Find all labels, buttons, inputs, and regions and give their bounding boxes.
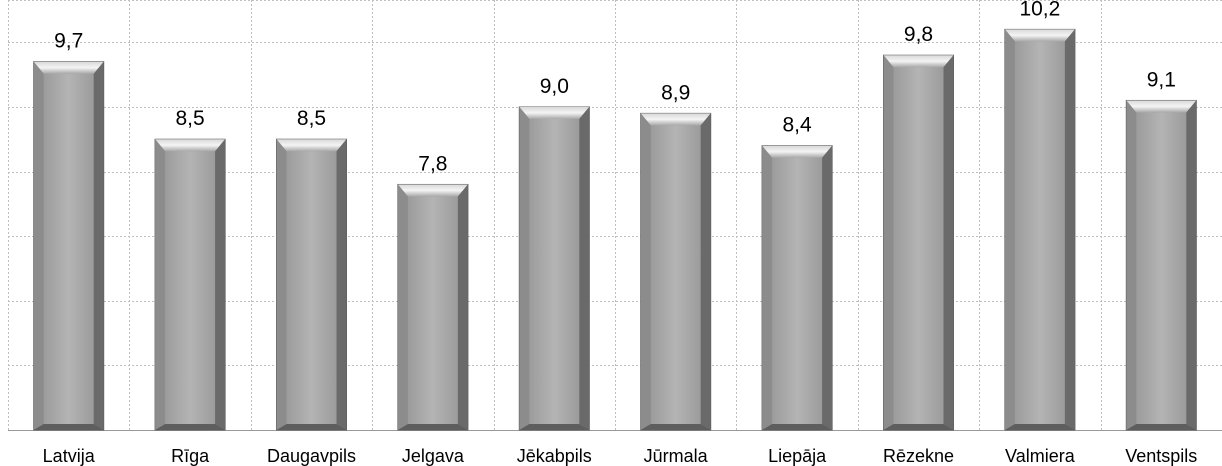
bar: [276, 138, 347, 431]
bar-body: [883, 54, 954, 431]
bar-body: [761, 145, 833, 431]
bar: [33, 61, 105, 431]
bar: [1125, 99, 1197, 431]
bar-bevel-left: [397, 184, 408, 430]
bar-bevel-right: [93, 61, 104, 430]
category-labels: Latvija Rīga Daugavpils Jelgava Jēkabpils Jūr…: [43, 446, 1198, 466]
bar-body: [33, 61, 105, 431]
bar-bevel-left: [1004, 29, 1015, 431]
bar-bevel-bottom: [762, 424, 833, 430]
value-label: 10,2: [1019, 0, 1060, 20]
bar: [883, 54, 954, 431]
category-label: Liepāja: [768, 446, 827, 466]
bar-body: [518, 106, 590, 431]
bar-body: [397, 183, 469, 431]
bar-body: [1125, 99, 1197, 431]
bar-bevel-right: [579, 106, 590, 430]
bar-body: [276, 138, 347, 431]
value-label: 9,8: [904, 23, 933, 46]
category-label: Daugavpils: [267, 446, 356, 466]
bar-bevel-right: [822, 145, 833, 430]
value-label: 7,8: [418, 152, 447, 175]
bar-bevel-top: [519, 106, 590, 119]
value-label: 8,5: [297, 107, 326, 130]
bar-bevel-left: [33, 61, 44, 430]
bar-bevel-right: [457, 184, 468, 430]
bar-bevel-left: [883, 55, 894, 430]
value-label: 9,1: [1147, 68, 1176, 91]
value-label: 8,5: [175, 107, 204, 130]
bar: [640, 112, 712, 431]
bar-body: [640, 112, 712, 431]
bar-bevel-top: [397, 184, 468, 197]
bar-bevel-top: [1004, 29, 1075, 42]
bar-bevel-top: [33, 61, 104, 74]
bar-bevel-bottom: [276, 424, 347, 430]
bar: [154, 138, 226, 431]
bar-bevel-right: [943, 55, 954, 430]
bar-bevel-top: [155, 139, 226, 152]
bar-bevel-left: [276, 139, 287, 430]
bar-bevel-top: [883, 55, 954, 68]
bars: [33, 28, 1197, 431]
bar-bevel-left: [1126, 100, 1137, 430]
bar-bevel-bottom: [33, 424, 104, 430]
bar-bevel-left: [155, 139, 166, 430]
category-label: Jelgava: [402, 446, 465, 466]
bar-bevel-right: [700, 113, 711, 430]
category-label: Jēkabpils: [517, 446, 592, 466]
bar-bevel-bottom: [1004, 424, 1075, 430]
value-label: 9,7: [54, 30, 83, 53]
bar-bevel-left: [640, 113, 651, 430]
category-label: Ventspils: [1125, 446, 1197, 466]
bar-bevel-bottom: [1126, 424, 1197, 430]
bar: [518, 106, 590, 431]
bar-bevel-top: [1126, 100, 1197, 113]
category-label: Rīga: [171, 446, 210, 466]
bar-bevel-right: [336, 139, 347, 430]
category-label: Valmiera: [1005, 446, 1076, 466]
bar-bevel-left: [519, 106, 530, 430]
bar-bevel-top: [276, 139, 347, 152]
bar: [1004, 28, 1076, 431]
value-labels: 9,7 8,5 8,5 7,8 9,0 8,9 8,4 9,8 10,2 9,1: [54, 0, 1176, 175]
category-label: Rēzekne: [883, 446, 954, 466]
bar-bevel-right: [1186, 100, 1197, 430]
bar-bevel-top: [640, 113, 711, 126]
bar-bevel-bottom: [640, 424, 711, 430]
value-label: 9,0: [540, 75, 569, 98]
bar-bevel-right: [1064, 29, 1075, 431]
bar-bevel-bottom: [519, 424, 590, 430]
category-label: Latvija: [43, 446, 96, 466]
bar-bevel-bottom: [883, 424, 954, 430]
bar-bevel-left: [762, 145, 773, 430]
bar-bevel-bottom: [155, 424, 226, 430]
category-label: Jūrmala: [644, 446, 709, 466]
bar: [397, 183, 469, 431]
bar-bevel-bottom: [397, 424, 468, 430]
bar-bevel-right: [215, 139, 226, 430]
bar: [761, 145, 833, 431]
bar-bevel-top: [762, 145, 833, 158]
value-label: 8,4: [782, 114, 812, 137]
bar-body: [1004, 28, 1076, 431]
value-label: 8,9: [661, 81, 690, 104]
bar-body: [154, 138, 226, 431]
